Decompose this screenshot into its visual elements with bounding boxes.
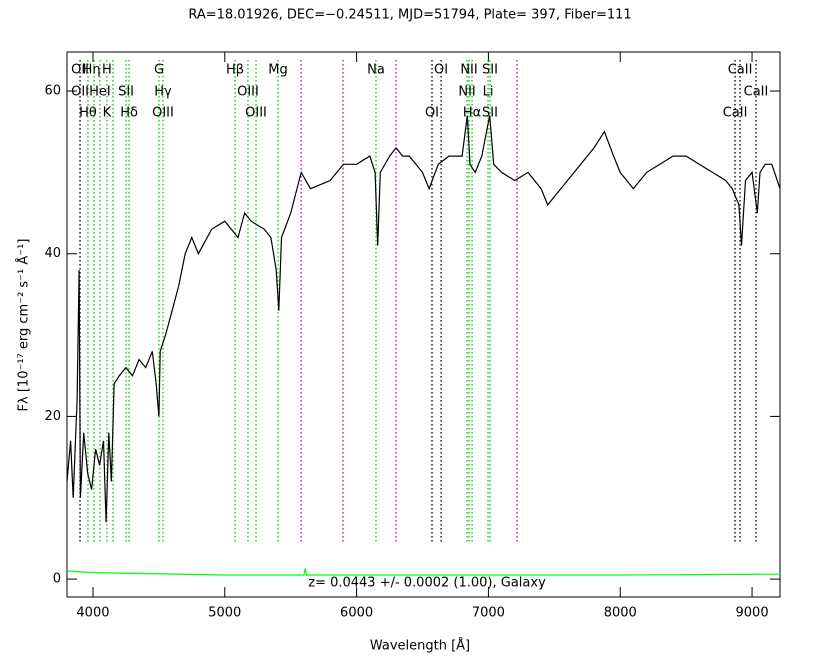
y-tick-label: 20 (44, 409, 61, 424)
line-label: Hβ (226, 63, 244, 78)
plot-frame (66, 51, 781, 598)
line-label: OII (71, 63, 89, 78)
line-label: OI (434, 63, 448, 78)
x-tick-label: 9000 (736, 606, 769, 621)
line-label: OII (71, 85, 89, 100)
line-label: Mg (268, 63, 287, 78)
x-tick-label: 5000 (208, 606, 241, 621)
y-axis-label: Fλ [10⁻¹⁷ erg cm⁻² s⁻¹ Å⁻¹] (16, 239, 32, 412)
line-label: Hθ (79, 106, 97, 121)
annotation: z= 0.0443 +/- 0.0002 (1.00), Galaxy (308, 576, 546, 591)
x-axis-label: Wavelength [Å] (370, 638, 470, 654)
y-tick-label: 60 (44, 84, 61, 99)
y-tick-label: 0 (53, 572, 61, 587)
line-label: OI (425, 106, 439, 121)
spectrum-line (66, 568, 781, 576)
line-label: Hη (83, 63, 101, 78)
line-label: NII (458, 85, 475, 100)
y-tick-label: 40 (44, 246, 61, 261)
line-label: Na (367, 63, 385, 78)
line-label: Li (483, 85, 494, 100)
line-label: G (154, 63, 164, 78)
line-label: H (102, 63, 112, 78)
line-label: SII (118, 85, 134, 100)
x-tick-label: 7000 (472, 606, 505, 621)
line-label: OIII (245, 106, 267, 121)
line-label: CaII (728, 63, 753, 78)
x-tick-label: 8000 (604, 606, 637, 621)
x-tick-label: 4000 (76, 606, 109, 621)
line-label: SII (482, 63, 498, 78)
chart-title: RA=18.01926, DEC=−0.24511, MJD=51794, Pl… (188, 8, 631, 23)
x-tick-label: 6000 (340, 606, 373, 621)
line-label: OIII (152, 106, 174, 121)
line-label: CaII (744, 85, 769, 100)
line-label: Hγ (154, 85, 172, 100)
line-label: CaII (723, 106, 748, 121)
line-label: HeI (89, 85, 111, 100)
line-label: OIII (237, 85, 259, 100)
line-label: NII (460, 63, 477, 78)
line-label: Hα (463, 106, 481, 121)
line-label: K (103, 106, 112, 121)
line-label: Hδ (120, 106, 138, 121)
spectrum-line (66, 115, 781, 523)
line-label: SII (482, 106, 498, 121)
